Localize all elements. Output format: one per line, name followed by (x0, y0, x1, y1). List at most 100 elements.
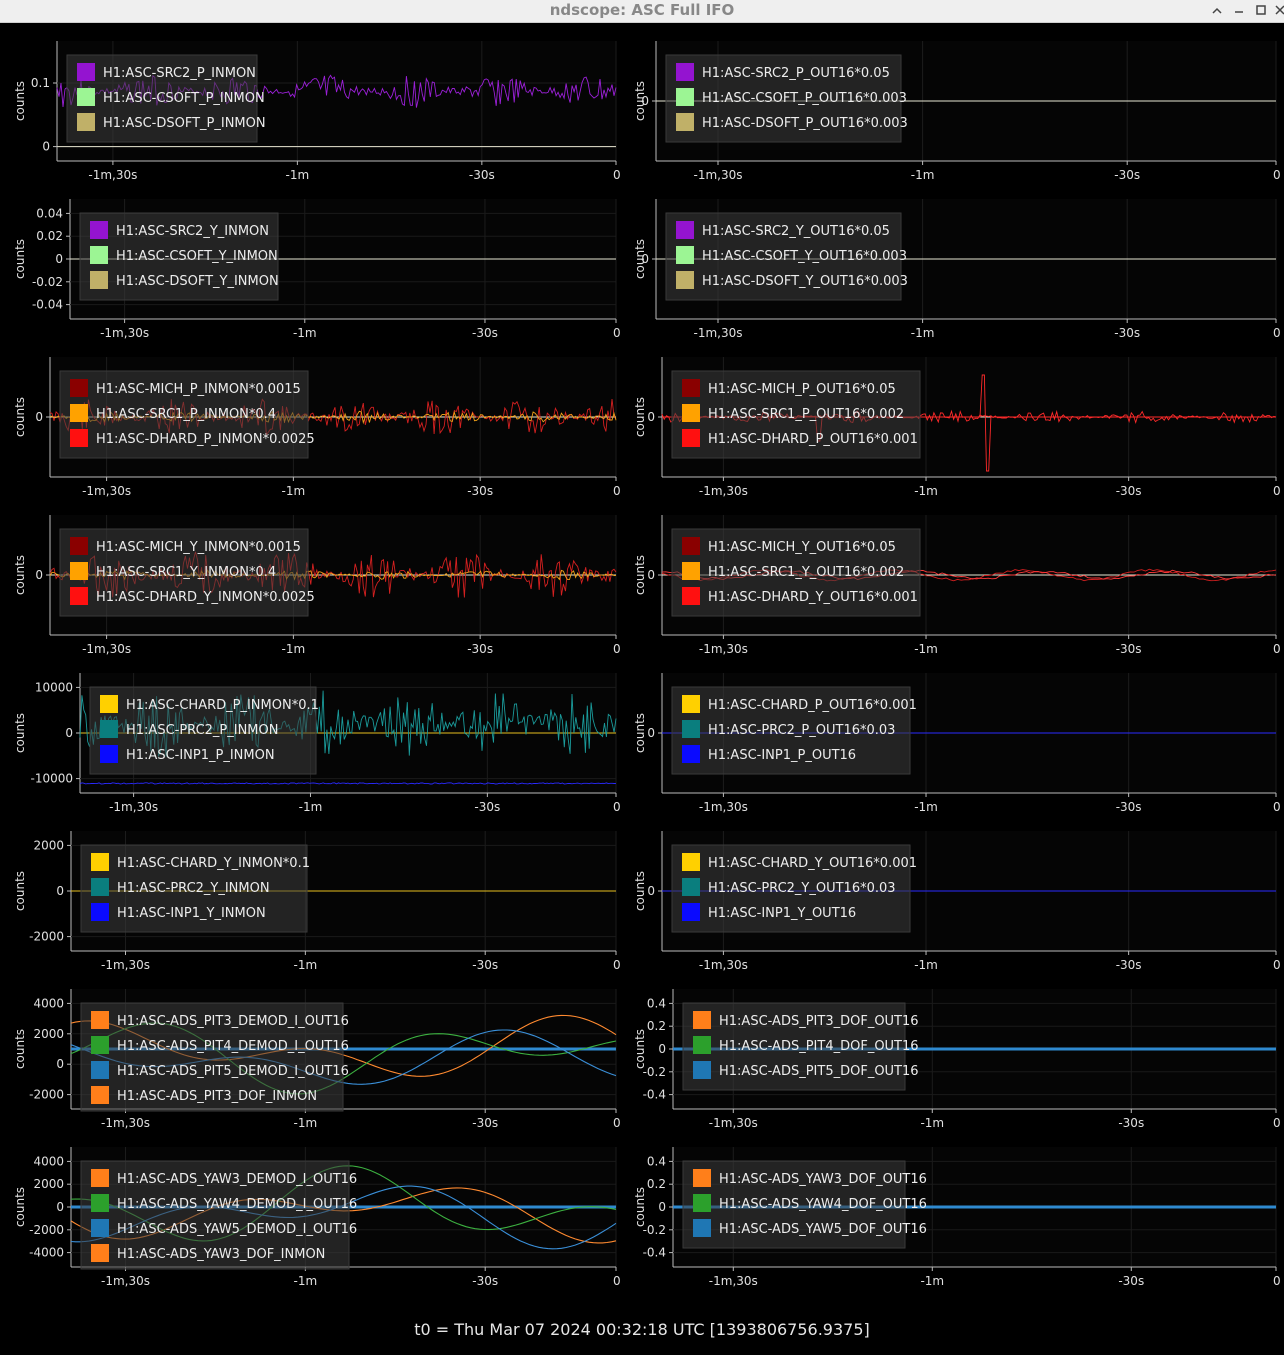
legend-item[interactable]: H1:ASC-CSOFT_P_INMON (77, 88, 265, 106)
legend-item[interactable]: H1:ASC-CSOFT_Y_OUT16*0.003 (676, 246, 907, 264)
legend-item[interactable]: H1:ASC-ADS_PIT3_DEMOD_I_OUT16 (91, 1011, 349, 1029)
y-tick-label: 0.04 (36, 206, 63, 220)
legend-item[interactable]: H1:ASC-PRC2_P_OUT16*0.03 (682, 720, 895, 738)
legend-label: H1:ASC-PRC2_P_OUT16*0.03 (708, 723, 895, 738)
plot-panel-chard-p-inmon[interactable]: 10000 0 -10000 counts -1m,30s -1m -30s 0 H1:ASC-… (13, 673, 621, 814)
legend-item[interactable]: H1:ASC-ADS_YAW3_DOF_OUT16 (693, 1169, 927, 1187)
legend-item[interactable]: H1:ASC-ADS_YAW3_DEMOD_I_OUT16 (91, 1169, 357, 1187)
legend-item[interactable]: H1:ASC-DHARD_Y_OUT16*0.001 (682, 587, 918, 605)
legend-item[interactable]: H1:ASC-PRC2_Y_INMON (91, 878, 270, 896)
legend-label: H1:ASC-CSOFT_Y_OUT16*0.003 (702, 249, 907, 264)
plot-panel-mich-p-inmon[interactable]: 0 counts -1m,30s -1m -30s 0 H1:ASC-MICH_P_INMO… (13, 357, 621, 498)
plot-panel-ads-pit-dof[interactable]: 0.4 0.2 0 -0.2 -0.4 counts -1m,30s -1m -30s 0 H1:A… (633, 989, 1281, 1130)
legend-box (671, 844, 911, 933)
plot-panel-ads-yaw-dof[interactable]: 0.4 0.2 0 -0.2 -0.4 counts -1m,30s -1m -30s 0 H1:A… (633, 1147, 1281, 1288)
legend-item[interactable]: H1:ASC-INP1_P_OUT16 (682, 745, 856, 763)
plot-legend[interactable]: H1:ASC-SRC2_P_INMON H1:ASC-CSOFT_P_INMON H… (66, 54, 266, 143)
window-shade-button[interactable] (1206, 0, 1228, 22)
window-titlebar[interactable]: ndscope: ASC Full IFO (0, 0, 1284, 23)
legend-item[interactable]: H1:ASC-SRC2_Y_OUT16*0.05 (676, 221, 890, 239)
legend-swatch (682, 720, 700, 738)
legend-item[interactable]: H1:ASC-SRC2_Y_INMON (90, 221, 269, 239)
legend-item[interactable]: H1:ASC-ADS_PIT4_DEMOD_I_OUT16 (91, 1036, 349, 1054)
plot-legend[interactable]: H1:ASC-MICH_P_INMON*0.0015 H1:ASC-SRC1_P_… (59, 370, 315, 459)
legend-item[interactable]: H1:ASC-PRC2_Y_OUT16*0.03 (682, 878, 896, 896)
legend-item[interactable]: H1:ASC-DHARD_P_OUT16*0.001 (682, 429, 918, 447)
legend-label: H1:ASC-INP1_P_OUT16 (708, 748, 856, 763)
legend-item[interactable]: H1:ASC-DHARD_P_INMON*0.0025 (70, 429, 315, 447)
legend-item[interactable]: H1:ASC-ADS_YAW3_DOF_INMON (91, 1244, 325, 1262)
legend-item[interactable]: H1:ASC-DSOFT_P_OUT16*0.003 (676, 113, 908, 131)
legend-item[interactable]: H1:ASC-SRC1_P_INMON*0.4 (70, 404, 276, 422)
plot-legend[interactable]: H1:ASC-ADS_PIT3_DOF_OUT16 H1:ASC-ADS_PIT4… (682, 1002, 919, 1091)
legend-item[interactable]: H1:ASC-SRC1_Y_INMON*0.4 (70, 562, 276, 580)
legend-item[interactable]: H1:ASC-MICH_Y_OUT16*0.05 (682, 537, 896, 555)
window-close-button[interactable] (1270, 0, 1284, 22)
legend-swatch (693, 1036, 711, 1054)
legend-label: H1:ASC-ADS_PIT4_DOF_OUT16 (719, 1039, 919, 1054)
y-tick-label: -4000 (29, 1246, 64, 1260)
legend-item[interactable]: H1:ASC-CHARD_Y_INMON*0.1 (91, 853, 310, 871)
legend-item[interactable]: H1:ASC-CHARD_P_OUT16*0.001 (682, 695, 917, 713)
plot-legend[interactable]: H1:ASC-ADS_PIT3_DEMOD_I_OUT16 H1:ASC-ADS_… (80, 1002, 349, 1112)
legend-item[interactable]: H1:ASC-ADS_YAW4_DOF_OUT16 (693, 1194, 927, 1212)
plot-legend[interactable]: H1:ASC-SRC2_Y_OUT16*0.05 H1:ASC-CSOFT_Y_O… (665, 212, 908, 301)
legend-item[interactable]: H1:ASC-ADS_PIT5_DOF_OUT16 (693, 1061, 919, 1079)
legend-label: H1:ASC-MICH_P_INMON*0.0015 (96, 382, 301, 397)
legend-item[interactable]: H1:ASC-DHARD_Y_INMON*0.0025 (70, 587, 315, 605)
legend-item[interactable]: H1:ASC-SRC2_P_INMON (77, 63, 256, 81)
window-maximize-button[interactable] (1250, 0, 1272, 22)
plot-legend[interactable]: H1:ASC-MICH_P_OUT16*0.05 H1:ASC-SRC1_P_OU… (671, 370, 921, 459)
legend-item[interactable]: H1:ASC-CSOFT_P_OUT16*0.003 (676, 88, 907, 106)
plot-legend[interactable]: H1:ASC-CHARD_Y_OUT16*0.001 H1:ASC-PRC2_Y_… (671, 844, 917, 933)
plot-panel-ads-yaw-demod[interactable]: 4000 2000 0 -2000 -4000 counts -1m,30s -1m -30s 0… (13, 1147, 621, 1288)
plot-legend[interactable]: H1:ASC-CHARD_Y_INMON*0.1 H1:ASC-PRC2_Y_IN… (80, 844, 310, 933)
legend-item[interactable]: H1:ASC-SRC1_Y_OUT16*0.002 (682, 562, 904, 580)
x-tick-label: -1m,30s (699, 642, 748, 656)
plot-panel-src2-p-inmon[interactable]: 0.1 0 counts -1m,30s -1m -30s 0 H1:ASC-SRC2_P_I… (13, 41, 621, 182)
legend-item[interactable]: H1:ASC-SRC2_P_OUT16*0.05 (676, 63, 890, 81)
plot-panel-src2-y-inmon[interactable]: 0.04 0.02 0 -0.02 -0.04 counts -1m,30s -1m -30s 0… (13, 199, 621, 340)
plot-legend[interactable]: H1:ASC-CHARD_P_INMON*0.1 H1:ASC-PRC2_P_IN… (89, 686, 319, 775)
legend-item[interactable]: H1:ASC-MICH_P_INMON*0.0015 (70, 379, 301, 397)
plot-legend[interactable]: H1:ASC-MICH_Y_INMON*0.0015 H1:ASC-SRC1_Y_… (59, 528, 315, 617)
legend-item[interactable]: H1:ASC-INP1_Y_OUT16 (682, 903, 856, 921)
legend-item[interactable]: H1:ASC-ADS_YAW5_DEMOD_I_OUT16 (91, 1219, 357, 1237)
legend-item[interactable]: H1:ASC-SRC1_P_OUT16*0.002 (682, 404, 904, 422)
plot-panel-chard-y-inmon[interactable]: 2000 0 -2000 counts -1m,30s -1m -30s 0 H1:ASC-CH… (13, 831, 621, 972)
legend-item[interactable]: H1:ASC-DSOFT_P_INMON (77, 113, 266, 131)
legend-item[interactable]: H1:ASC-INP1_Y_INMON (91, 903, 266, 921)
legend-item[interactable]: H1:ASC-CSOFT_Y_INMON (90, 246, 278, 264)
plot-panel-ads-pit-demod[interactable]: 4000 2000 0 -2000 counts -1m,30s -1m -30s 0 H1:AS… (13, 989, 621, 1130)
legend-item[interactable]: H1:ASC-MICH_P_OUT16*0.05 (682, 379, 896, 397)
plot-legend[interactable]: H1:ASC-ADS_YAW3_DEMOD_I_OUT16 H1:ASC-ADS_… (80, 1160, 357, 1270)
legend-item[interactable]: H1:ASC-MICH_Y_INMON*0.0015 (70, 537, 301, 555)
plot-legend[interactable]: H1:ASC-ADS_YAW3_DOF_OUT16 H1:ASC-ADS_YAW4… (682, 1160, 927, 1249)
legend-item[interactable]: H1:ASC-CHARD_Y_OUT16*0.001 (682, 853, 917, 871)
legend-item[interactable]: H1:ASC-ADS_PIT4_DOF_OUT16 (693, 1036, 919, 1054)
legend-item[interactable]: H1:ASC-ADS_YAW4_DEMOD_I_OUT16 (91, 1194, 357, 1212)
window-minimize-button[interactable] (1228, 0, 1250, 22)
legend-item[interactable]: H1:ASC-PRC2_P_INMON (100, 720, 278, 738)
plot-legend[interactable]: H1:ASC-MICH_Y_OUT16*0.05 H1:ASC-SRC1_Y_OU… (671, 528, 921, 617)
plot-legend[interactable]: H1:ASC-SRC2_P_OUT16*0.05 H1:ASC-CSOFT_P_O… (665, 54, 908, 143)
legend-item[interactable]: H1:ASC-DSOFT_Y_INMON (90, 271, 279, 289)
legend-item[interactable]: H1:ASC-ADS_PIT3_DOF_INMON (91, 1086, 317, 1104)
legend-item[interactable]: H1:ASC-INP1_P_INMON (100, 745, 275, 763)
plot-legend[interactable]: H1:ASC-SRC2_Y_INMON H1:ASC-CSOFT_Y_INMON H… (79, 212, 279, 301)
legend-swatch (91, 1036, 109, 1054)
legend-item[interactable]: H1:ASC-ADS_PIT5_DEMOD_I_OUT16 (91, 1061, 349, 1079)
plot-legend[interactable]: H1:ASC-CHARD_P_OUT16*0.001 H1:ASC-PRC2_P_… (671, 686, 917, 775)
legend-item[interactable]: H1:ASC-ADS_YAW5_DOF_OUT16 (693, 1219, 927, 1237)
legend-item[interactable]: H1:ASC-DSOFT_Y_OUT16*0.003 (676, 271, 908, 289)
plot-panel-mich-y-inmon[interactable]: 0 counts -1m,30s -1m -30s 0 H1:ASC-MICH_Y_INMO… (13, 515, 621, 656)
legend-item[interactable]: H1:ASC-CHARD_P_INMON*0.1 (100, 695, 319, 713)
legend-item[interactable]: H1:ASC-ADS_PIT3_DOF_OUT16 (693, 1011, 919, 1029)
